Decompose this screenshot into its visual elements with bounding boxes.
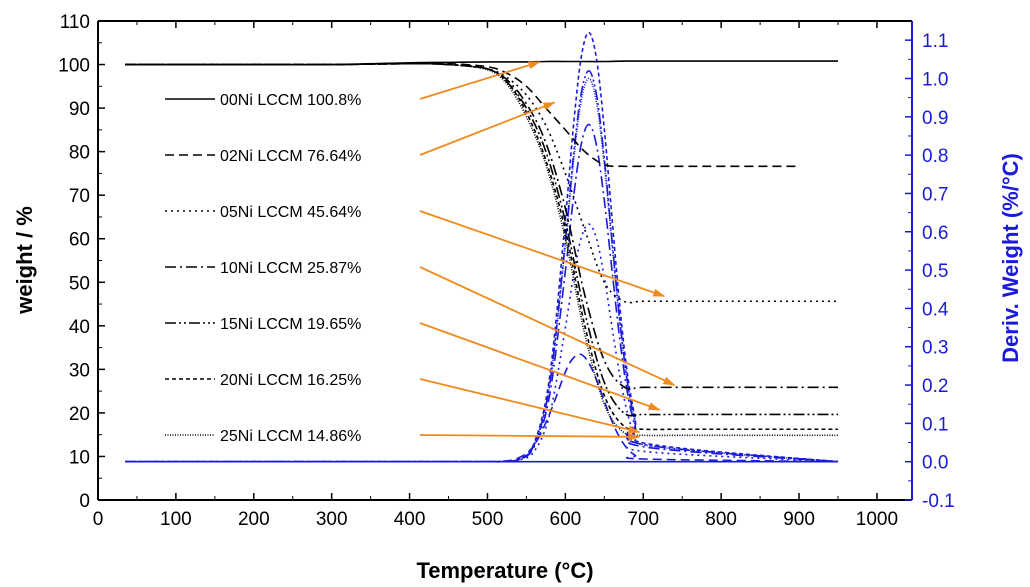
legend-label-3: 10Ni LCCM 25.87% xyxy=(220,260,361,277)
y2-tick-label: 1.1 xyxy=(922,31,948,52)
y2-tick-label: 0.6 xyxy=(922,223,948,244)
y2-tick-label: 0.0 xyxy=(922,453,948,474)
x-tick-label: 1000 xyxy=(856,509,898,530)
y2-axis-label: Deriv. Weight (%/°C) xyxy=(998,153,1023,363)
y2-tick-label: -0.1 xyxy=(922,491,955,512)
dtg-curve-1 xyxy=(125,353,839,463)
x-tick-label: 800 xyxy=(705,509,737,530)
y2-tick-label: 0.2 xyxy=(922,376,948,397)
x-tick-label: 700 xyxy=(627,509,659,530)
tg-curve-4 xyxy=(125,62,838,417)
x-tick-label: 0 xyxy=(93,509,104,530)
y-tick-label: 40 xyxy=(69,317,90,338)
y-axis-label: weight / % xyxy=(12,206,37,315)
y-tick-label: 10 xyxy=(69,447,90,468)
y-tick-label: 0 xyxy=(79,491,90,512)
x-tick-label: 100 xyxy=(160,509,192,530)
dtg-curve-6 xyxy=(125,77,839,463)
y2-tick-label: 1.0 xyxy=(922,69,948,90)
y-tick-label: 70 xyxy=(69,186,90,207)
annotation-arrow-3 xyxy=(419,266,676,386)
legend-label-5: 20Ni LCCM 16.25% xyxy=(220,372,361,389)
annotation-arrow-2 xyxy=(419,210,666,298)
annotation-arrow-4 xyxy=(419,322,661,411)
dtg-curve-3 xyxy=(125,123,839,463)
tg-curve-6 xyxy=(125,62,838,437)
y-tick-label: 50 xyxy=(69,273,90,294)
legend-label-2: 05Ni LCCM 45.64% xyxy=(220,204,361,221)
y-tick-label: 90 xyxy=(69,99,90,120)
x-tick-label: 500 xyxy=(472,509,504,530)
x-tick-label: 200 xyxy=(238,509,270,530)
y2-tick-label: 0.1 xyxy=(922,414,948,435)
legend-label-1: 02Ni LCCM 76.64% xyxy=(220,148,361,165)
y-tick-label: 100 xyxy=(58,56,90,77)
x-tick-label: 400 xyxy=(394,509,426,530)
annotation-arrow-0 xyxy=(419,61,541,100)
y-tick-label: 110 xyxy=(60,12,90,33)
y-tick-label: 30 xyxy=(69,360,90,381)
x-axis-label: Temperature (°C) xyxy=(416,558,593,583)
y2-tick-label: 0.7 xyxy=(922,184,948,205)
y-tick-label: 60 xyxy=(69,230,90,251)
y2-tick-label: 0.5 xyxy=(922,261,948,282)
y-tick-label: 80 xyxy=(69,143,90,164)
y-tick-label: 20 xyxy=(69,404,90,425)
annotation-arrow-1 xyxy=(419,101,556,156)
legend-label-4: 15Ni LCCM 19.65% xyxy=(220,316,361,333)
y2-tick-label: 0.9 xyxy=(922,108,948,129)
x-tick-label: 900 xyxy=(783,509,815,530)
tg-curve-5 xyxy=(125,62,838,431)
y2-tick-label: 0.8 xyxy=(922,146,948,167)
dtg-curve-5 xyxy=(125,31,839,463)
x-tick-label: 600 xyxy=(550,509,582,530)
y2-tick-label: 0.4 xyxy=(922,299,949,320)
x-tick-label: 300 xyxy=(316,509,348,530)
tg-curve-3 xyxy=(125,62,838,390)
annotation-arrow-6 xyxy=(419,432,641,441)
y2-tick-label: 0.3 xyxy=(922,338,948,359)
legend-label-0: 00Ni LCCM 100.8% xyxy=(220,92,361,109)
annotation-arrow-5 xyxy=(419,378,641,434)
legend-label-6: 25Ni LCCM 14.86% xyxy=(220,428,361,445)
